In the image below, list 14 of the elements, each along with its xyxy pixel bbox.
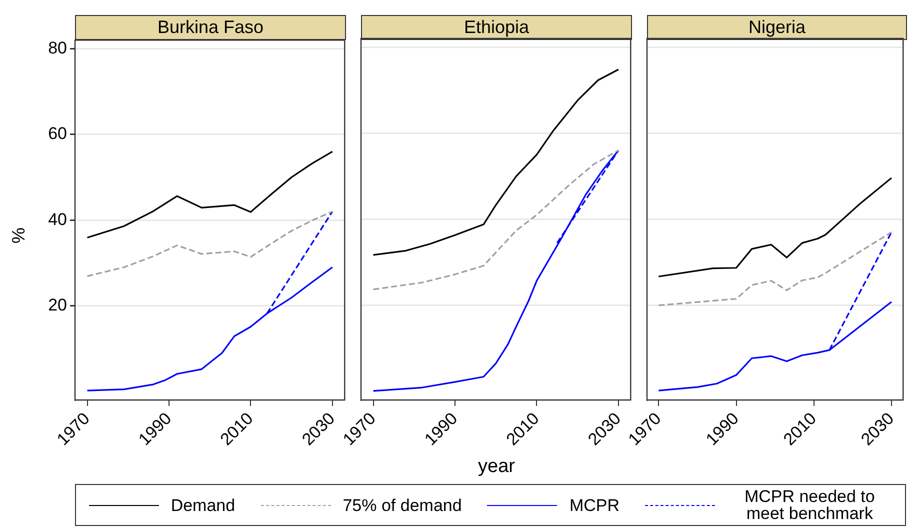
legend-label: MCPR (569, 496, 620, 514)
legend-label: 75% of demand (342, 496, 462, 514)
y-axis-title: % (8, 226, 30, 246)
chart-title: Ethiopia (361, 15, 632, 40)
chart-title: Burkina Faso (75, 15, 346, 40)
chart-title: Nigeria (647, 15, 907, 40)
legend-label: MCPR needed to meet benchmark (743, 487, 876, 523)
x-axis-title: year (477, 456, 516, 478)
y-tick-label: 60 (48, 124, 67, 144)
y-tick-label: 80 (48, 38, 67, 58)
y-tick-label: 40 (48, 210, 67, 229)
legend-label: Demand (170, 496, 236, 514)
line-series (86, 210, 334, 278)
y-tick-label: 20 (48, 295, 67, 314)
